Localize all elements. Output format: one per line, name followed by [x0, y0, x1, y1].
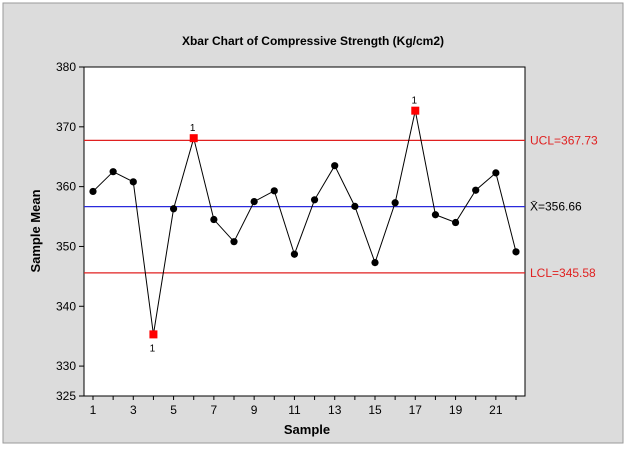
center-label: X̄=356.66: [530, 200, 582, 214]
plot-area: [83, 66, 526, 397]
data-point-7: [210, 215, 218, 224]
data-point-13: [331, 162, 339, 170]
out-of-control-flags: 1 1 1: [150, 96, 418, 355]
data-point-18: [431, 211, 440, 219]
y-tick-label-370: 370: [56, 120, 76, 134]
data-point-1: [89, 187, 97, 196]
data-point-19: [451, 218, 460, 227]
data-point-3: [129, 178, 137, 186]
flagged-point-4: [149, 330, 158, 339]
flag-label-6: 1: [190, 123, 196, 134]
x-tick-label-15: 15: [368, 403, 382, 417]
y-axis: 325 330 340 350 360 370 380: [56, 60, 84, 403]
data-points: [89, 106, 520, 339]
data-point-15: [371, 259, 379, 267]
x-tick-label-11: 11: [288, 403, 301, 417]
x-tick-label-17: 17: [409, 403, 423, 417]
x-axis-title: Sample: [284, 422, 330, 437]
flagged-point-17: [411, 106, 420, 115]
x-tick-label-5: 5: [170, 403, 177, 417]
ucl-label: UCL=367.73: [530, 133, 598, 147]
x-tick-label-13: 13: [328, 403, 342, 417]
control-limit-lines: UCL=367.73 X̄=356.66 LCL=345.58: [84, 133, 598, 280]
data-point-5: [169, 205, 178, 213]
data-point-14: [351, 202, 359, 210]
data-point-2: [109, 168, 117, 176]
data-point-21: [492, 169, 500, 177]
chart-title: Xbar Chart of Compressive Strength (Kg/c…: [182, 34, 444, 48]
flag-label-4: 1: [150, 343, 156, 354]
y-axis-title: Sample Mean: [28, 189, 43, 272]
data-point-8: [230, 238, 238, 246]
data-point-11: [290, 250, 299, 258]
x-axis: 1 3 5 7 9 11 13 15 17 19 21: [90, 396, 517, 417]
data-point-22: [512, 248, 520, 256]
y-tick-label-380: 380: [56, 60, 76, 74]
data-point-12: [310, 196, 319, 204]
x-tick-label-1: 1: [90, 403, 97, 417]
series-line-group: [92, 110, 517, 335]
y-tick-label-325: 325: [56, 389, 76, 403]
x-tick-label-21: 21: [489, 403, 503, 417]
flagged-point-6: [189, 134, 198, 143]
x-tick-label-19: 19: [449, 403, 463, 417]
lcl-label: LCL=345.58: [530, 266, 596, 280]
y-tick-label-340: 340: [56, 299, 76, 313]
data-point-16: [391, 199, 399, 207]
y-tick-label-330: 330: [56, 359, 76, 373]
flag-label-17: 1: [412, 96, 418, 107]
x-tick-label-9: 9: [251, 403, 258, 417]
series-line: [92, 110, 517, 335]
data-point-10: [270, 187, 278, 195]
y-tick-label-360: 360: [56, 180, 76, 194]
data-point-20: [472, 186, 480, 194]
x-tick-label-3: 3: [130, 403, 137, 417]
y-tick-label-350: 350: [56, 239, 76, 253]
x-tick-label-7: 7: [211, 403, 218, 417]
data-point-9: [250, 197, 258, 206]
